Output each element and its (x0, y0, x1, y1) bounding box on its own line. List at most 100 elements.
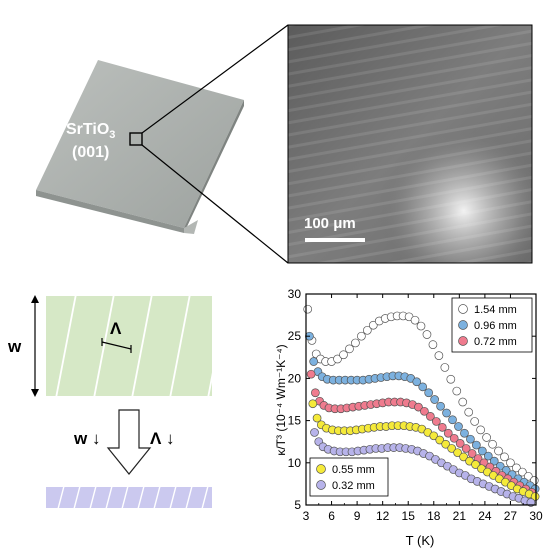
reduction-arrow (106, 409, 152, 475)
x-tick-label: 21 (453, 509, 467, 523)
data-point (447, 444, 457, 453)
data-point (441, 439, 451, 449)
data-point (500, 452, 509, 462)
data-point (512, 463, 521, 473)
srtio3-crystal (36, 60, 244, 234)
data-point (306, 369, 316, 379)
data-point (489, 456, 499, 466)
x-tick-label: 30 (529, 509, 543, 523)
data-point (470, 417, 480, 426)
data-point (523, 471, 533, 481)
data-point (362, 325, 372, 335)
legend-marker (458, 320, 468, 330)
data-point (410, 315, 420, 325)
x-tick-label: 12 (376, 509, 390, 523)
scale-bar (305, 238, 365, 242)
plot-frame (305, 293, 537, 506)
x-tick-label: 27 (504, 509, 518, 523)
data-point (467, 449, 477, 458)
thick-sample (46, 296, 212, 396)
crystal-orientation-label: (001) (72, 144, 109, 161)
legend-box (309, 457, 389, 497)
crystal-imaging-panel: SrTiO3 (001) 100 μm (0, 0, 550, 270)
crystal-label-base: SrTiO (66, 121, 109, 138)
y-axis-label: κ/T³ (10⁻⁴ Wm⁻¹K⁻⁴) (274, 344, 288, 455)
period-decrease-label: Λ ↓ (150, 429, 175, 448)
series-3 (308, 399, 540, 501)
data-point (430, 395, 439, 404)
x-tick-label: 9 (354, 509, 361, 523)
legend-marker (458, 304, 468, 314)
x-tick-label: 3 (303, 509, 310, 523)
data-point (458, 397, 468, 407)
width-decrease-label: w ↓ (73, 429, 100, 448)
data-point (420, 406, 429, 416)
data-point (312, 413, 322, 423)
data-point (345, 344, 354, 354)
data-point (412, 377, 422, 387)
width-label: w (7, 337, 22, 356)
data-point (422, 330, 432, 339)
data-point (310, 428, 319, 437)
x-tick-label: 6 (328, 509, 335, 523)
data-point (424, 388, 434, 398)
y-tick-label: 25 (288, 329, 302, 343)
data-point (452, 386, 462, 396)
y-tick-label: 10 (288, 456, 302, 470)
data-point (309, 357, 319, 366)
data-point (482, 433, 491, 442)
data-point (530, 492, 540, 501)
legend-marker (316, 464, 326, 474)
period-indicator (101, 341, 132, 350)
svg-text:SrTiO3: SrTiO3 (66, 121, 115, 141)
data-point (446, 374, 456, 384)
data-point (449, 433, 459, 443)
data-point (357, 331, 366, 341)
data-point (414, 402, 423, 412)
data-point (518, 467, 527, 477)
data-point (455, 439, 465, 448)
data-point (477, 446, 487, 456)
data-point (437, 423, 447, 432)
data-point (476, 425, 485, 435)
data-point (464, 407, 474, 417)
period-label: Λ (110, 319, 122, 338)
series-4 (310, 428, 536, 507)
zoom-line-bottom (141, 144, 289, 264)
data-point (460, 428, 469, 438)
data-point (311, 388, 320, 398)
data-point (472, 440, 481, 450)
data-point (443, 428, 453, 438)
data-point (431, 417, 441, 426)
thin-sample (46, 487, 212, 508)
data-point (434, 351, 444, 360)
y-tick-label: 5 (294, 498, 301, 512)
data-point (333, 354, 342, 364)
data-point (506, 458, 515, 468)
x-axis-label: T (K) (406, 533, 435, 548)
microscope-image (288, 25, 532, 263)
data-point (339, 350, 348, 360)
legend-marker (316, 480, 326, 490)
zoom-region-box (129, 132, 143, 146)
thermal-conductivity-chart: 3 6 9 12 15 18 21 24 27 30 5 10 15 20 25 30 1.54 mm 0.96… (268, 280, 550, 550)
y-tick-label: 30 (288, 287, 302, 301)
crystal-label-subscript: 3 (109, 129, 115, 141)
legend-label: 1.54 mm (474, 304, 517, 316)
y-tick-label: 20 (288, 371, 302, 385)
data-point (494, 446, 503, 456)
y-tick-label: 15 (288, 414, 302, 428)
x-tick-label: 18 (427, 509, 441, 523)
data-point (428, 340, 438, 349)
legend-label: 0.55 mm (332, 464, 375, 476)
data-point (436, 401, 445, 411)
scale-bar-label: 100 μm (304, 215, 356, 232)
thickness-schematic: Λ w w ↓ Λ ↓ (0, 280, 270, 550)
data-point (466, 434, 475, 444)
data-point (368, 320, 378, 330)
data-point (454, 422, 463, 431)
x-tick-label: 15 (402, 509, 416, 523)
legend-label: 0.72 mm (474, 336, 517, 348)
data-point (416, 321, 426, 331)
data-point (426, 412, 435, 421)
